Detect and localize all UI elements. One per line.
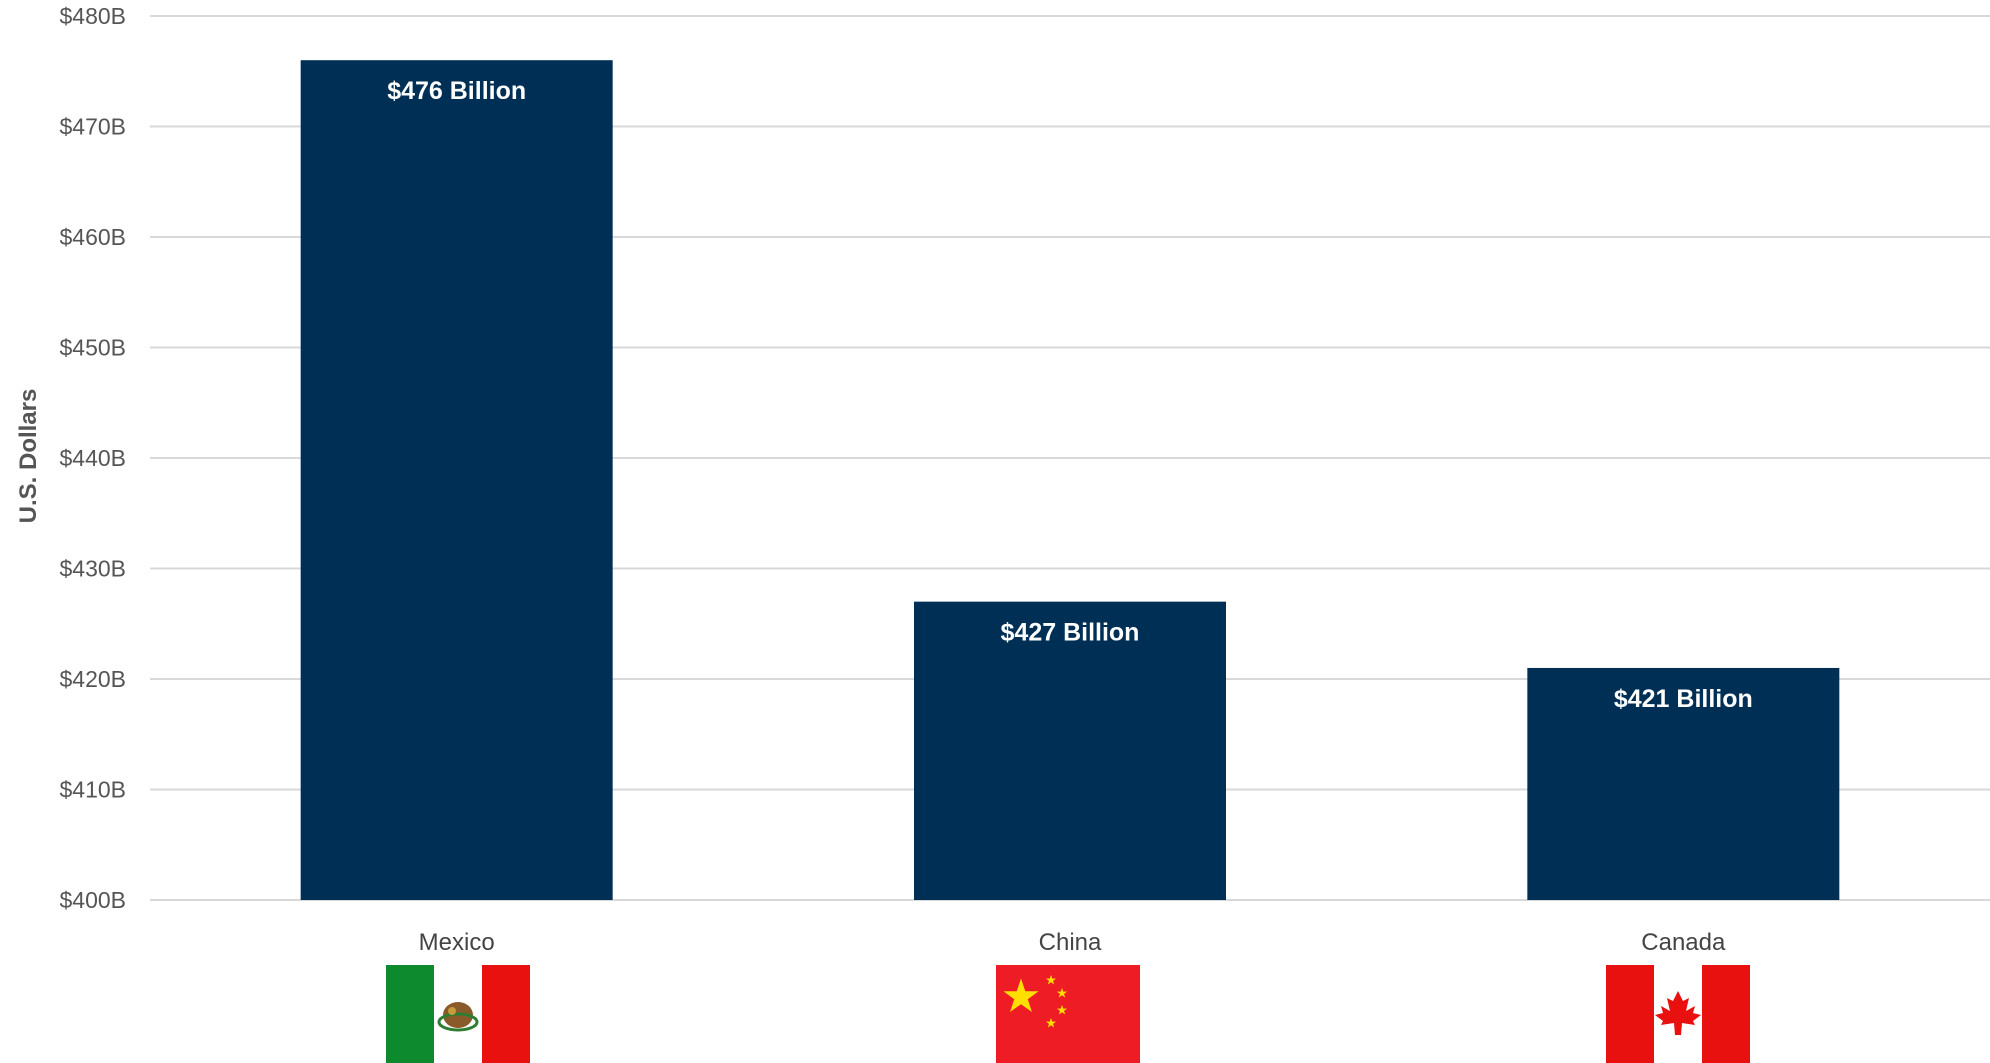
data-label-china: $427 Billion bbox=[1001, 619, 1140, 647]
y-tick-label: $480B bbox=[59, 3, 126, 29]
category-label-mexico: Mexico bbox=[419, 929, 495, 956]
y-tick-label: $410B bbox=[59, 777, 126, 803]
category-labels: Mexico China Canada bbox=[419, 929, 1726, 956]
data-label-canada: $421 Billion bbox=[1614, 685, 1753, 713]
canada-flag-icon bbox=[1606, 965, 1750, 1063]
y-axis-ticks: $400B $410B $420B $430B $440B $450B $460B $470B… bbox=[59, 3, 126, 913]
y-tick-label: $440B bbox=[59, 445, 126, 471]
category-label-china: China bbox=[1039, 929, 1102, 956]
category-label-canada: Canada bbox=[1641, 929, 1726, 956]
y-tick-label: $420B bbox=[59, 666, 126, 692]
data-labels: $476 Billion $427 Billion $421 Billion bbox=[387, 77, 1753, 713]
bar-canada bbox=[1527, 667, 1840, 900]
y-axis-label: U.S. Dollars bbox=[15, 389, 42, 524]
data-label-mexico: $476 Billion bbox=[387, 77, 526, 105]
y-tick-label: $460B bbox=[59, 224, 126, 250]
y-tick-label: $450B bbox=[59, 335, 126, 361]
mexico-flag-icon bbox=[386, 965, 530, 1063]
y-tick-label: $400B bbox=[59, 887, 126, 913]
bar-china bbox=[914, 601, 1226, 900]
china-flag-icon bbox=[996, 965, 1140, 1063]
bars bbox=[300, 60, 1840, 900]
y-tick-label: $430B bbox=[59, 556, 126, 582]
bar-mexico bbox=[300, 60, 613, 900]
y-tick-label: $470B bbox=[59, 114, 126, 140]
